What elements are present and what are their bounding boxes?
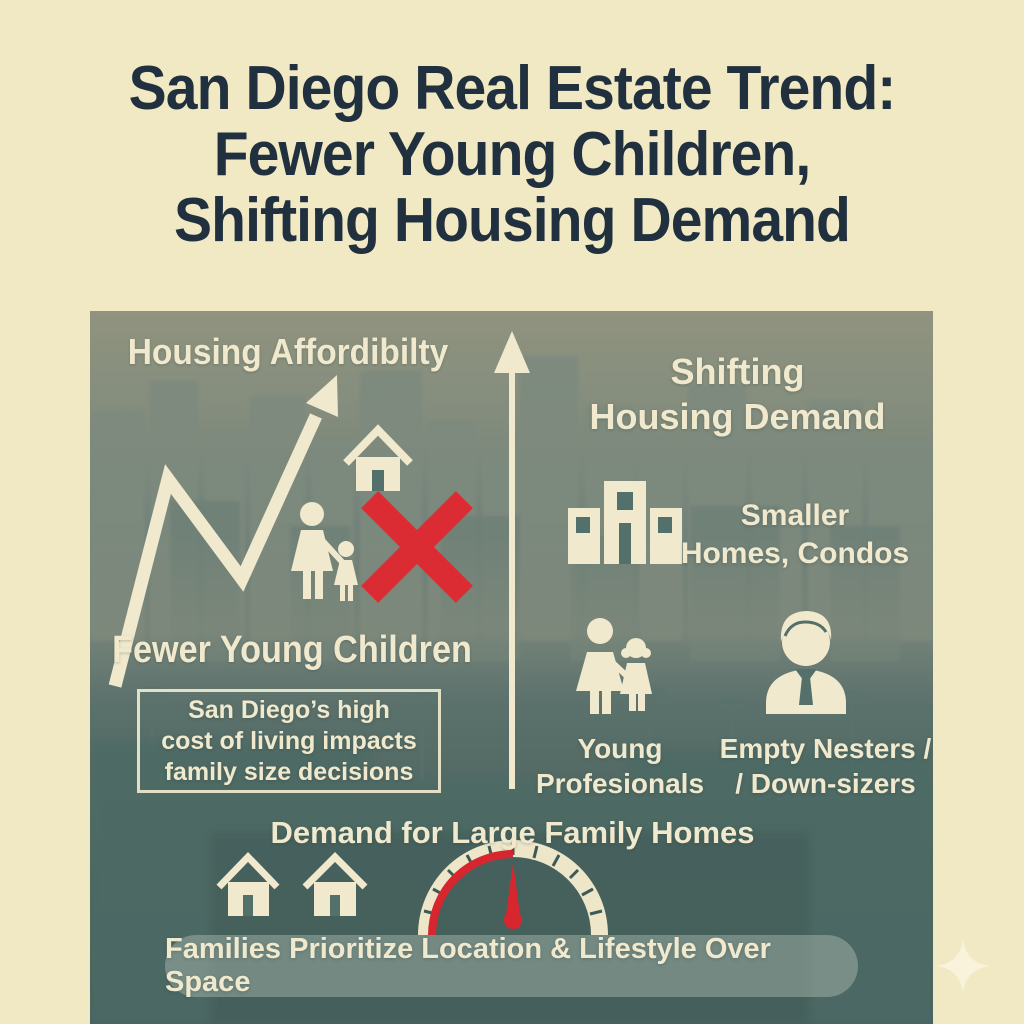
mother-and-child-icon [291,502,358,601]
pictograph-layer [108,331,846,936]
smaller-homes-label: Smaller Homes, Condos [645,497,933,573]
house-icon [343,424,413,491]
condo-buildings-icon [568,481,682,564]
trend-up-arrow-icon [108,375,338,688]
cost-of-living-callout: San Diego’s high cost of living impacts … [137,689,441,793]
gauge-label: Demand for Large Family Homes [270,815,755,850]
right-heading-line-1: Shifting [670,351,805,392]
young-professionals-label: Young Profesionals [525,731,715,801]
empty-nesters-line-1: Empty Nesters / [719,733,932,764]
callout-line-2: cost of living impacts [161,726,417,755]
banner-text: Families Prioritize Location & Lifestyle… [165,933,771,998]
right-heading-line-2: Housing Demand [589,396,886,437]
smaller-homes-line-1: Smaller [740,499,850,532]
red-x-icon [361,491,473,603]
callout-line-3: family size decisions [164,757,414,786]
young-professionals-icon [576,618,652,714]
empty-nesters-line-2: / Down-sizers [735,768,916,799]
bottom-banner: Families Prioritize Location & Lifestyle… [165,933,858,998]
house-icon [302,852,368,916]
house-icon [216,851,280,916]
left-section-heading: Housing Affordibilty [127,331,449,372]
title-line-2: Fewer Young Children, [213,120,811,189]
right-section-heading: Shifting Housing Demand [560,349,915,439]
young-professionals-line-1: Young [577,733,663,764]
empty-nester-icon [766,611,846,714]
title-line-3: Shifting Housing Demand [174,186,851,255]
title-line-1: San Diego Real Estate Trend: [128,54,897,123]
sparkle-icon [936,939,990,993]
young-professionals-line-2: Profesionals [535,768,705,799]
gauge-icon [418,840,608,936]
callout-line-1: San Diego’s high [188,695,390,724]
fewer-children-heading: Fewer Young Children [112,629,472,671]
up-arrow-divider-icon [494,331,530,789]
infographic-panel: Housing Affordibilty Shifting Housing De… [90,311,933,1024]
empty-nesters-label: Empty Nesters / / Down-sizers [708,731,933,801]
smaller-homes-line-2: Homes, Condos [680,537,910,570]
page-title: San Diego Real Estate Trend: Fewer Young… [41,56,983,254]
